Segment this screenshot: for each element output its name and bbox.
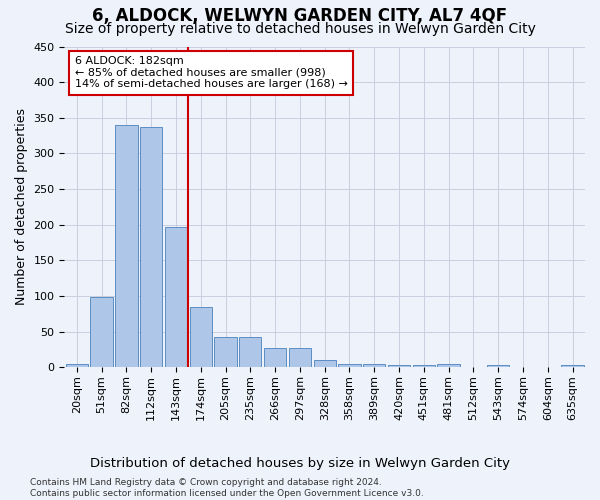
Bar bbox=[165, 227, 187, 367]
Bar bbox=[190, 306, 212, 367]
Bar bbox=[264, 348, 286, 367]
Bar bbox=[115, 125, 137, 367]
Bar bbox=[437, 364, 460, 367]
Bar bbox=[363, 364, 385, 367]
Bar bbox=[562, 365, 584, 367]
Text: Contains HM Land Registry data © Crown copyright and database right 2024.
Contai: Contains HM Land Registry data © Crown c… bbox=[30, 478, 424, 498]
Bar bbox=[388, 365, 410, 367]
Text: 6, ALDOCK, WELWYN GARDEN CITY, AL7 4QF: 6, ALDOCK, WELWYN GARDEN CITY, AL7 4QF bbox=[92, 8, 508, 26]
Bar bbox=[413, 365, 435, 367]
Bar bbox=[65, 364, 88, 367]
Text: 6 ALDOCK: 182sqm
← 85% of detached houses are smaller (998)
14% of semi-detached: 6 ALDOCK: 182sqm ← 85% of detached house… bbox=[75, 56, 347, 90]
Bar bbox=[338, 364, 361, 367]
Bar bbox=[140, 127, 163, 367]
Bar bbox=[314, 360, 336, 367]
Y-axis label: Number of detached properties: Number of detached properties bbox=[15, 108, 28, 306]
Bar bbox=[239, 338, 262, 367]
Text: Distribution of detached houses by size in Welwyn Garden City: Distribution of detached houses by size … bbox=[90, 458, 510, 470]
Bar bbox=[91, 298, 113, 367]
Bar bbox=[487, 365, 509, 367]
Text: Size of property relative to detached houses in Welwyn Garden City: Size of property relative to detached ho… bbox=[65, 22, 535, 36]
Bar bbox=[289, 348, 311, 367]
Bar bbox=[214, 338, 236, 367]
